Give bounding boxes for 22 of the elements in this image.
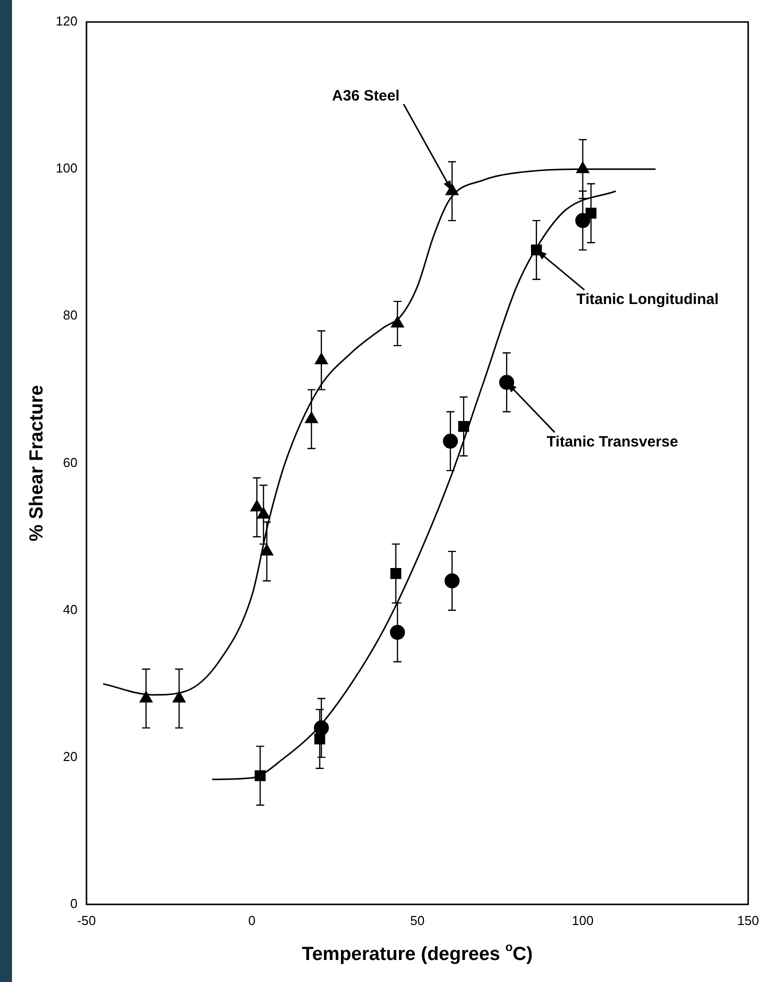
x-tick-label: 0 — [248, 912, 256, 928]
y-tick-label: 100 — [56, 160, 78, 176]
y-tick-label: 0 — [70, 896, 78, 911]
x-tick-label: 150 — [737, 912, 760, 928]
point — [444, 573, 460, 588]
point — [458, 420, 470, 432]
y-tick-label: 120 — [56, 14, 78, 29]
y-tick-label: 80 — [63, 308, 78, 323]
y-tick-label: 40 — [63, 602, 78, 617]
point — [586, 208, 596, 219]
annotation: Titanic Transverse — [546, 433, 678, 450]
x-tick-label: 100 — [572, 912, 594, 928]
x-tick-label: 50 — [410, 912, 425, 928]
y-tick-label: 60 — [63, 454, 78, 470]
y-axis-title: % Shear Fracture — [26, 385, 48, 542]
annotation: Titanic Longitudinal — [576, 291, 719, 308]
point — [442, 434, 458, 449]
annotation: A36 Steel — [332, 87, 400, 104]
y-tick-label: 20 — [63, 748, 78, 764]
point — [390, 624, 405, 640]
point — [314, 352, 328, 364]
x-tick-label: -50 — [77, 912, 96, 928]
